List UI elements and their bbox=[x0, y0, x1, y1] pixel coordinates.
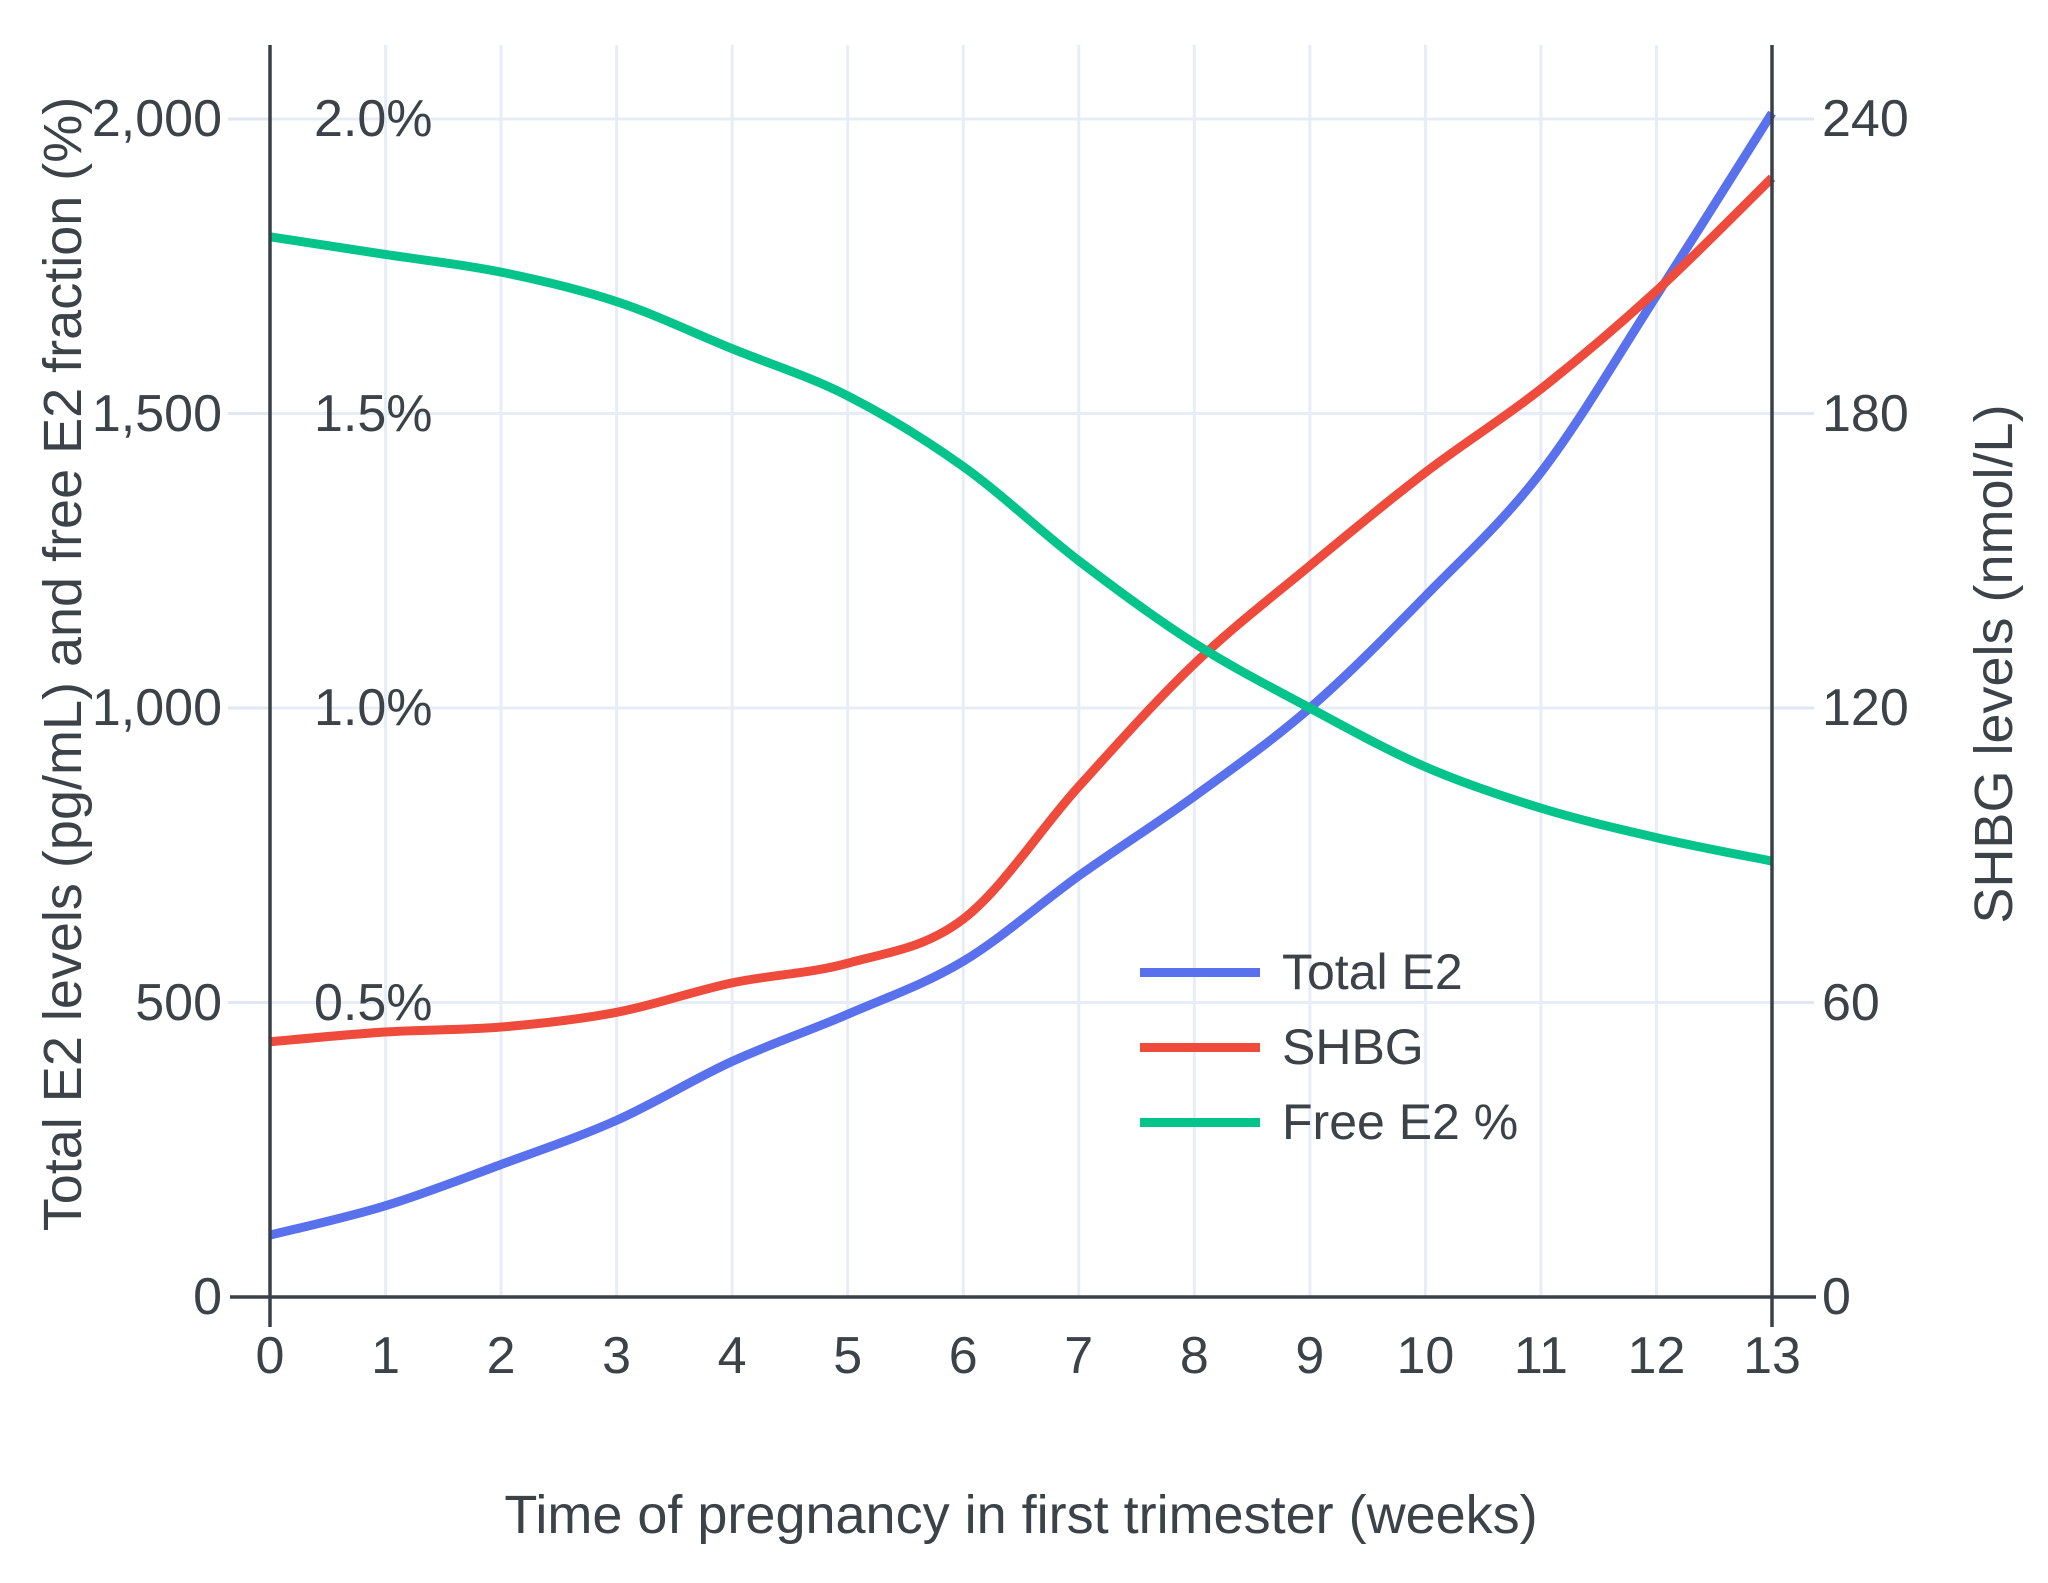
percent-tick-label: 2.0% bbox=[314, 90, 433, 148]
x-axis-tick-label: 5 bbox=[833, 1327, 863, 1385]
y-axis-left-title: Total E2 levels (pg/mL) and free E2 frac… bbox=[33, 96, 93, 1232]
legend-swatch-free-e2 bbox=[1140, 1117, 1260, 1127]
x-axis-tick-label: 6 bbox=[948, 1327, 978, 1385]
legend-swatch-shbg bbox=[1140, 1042, 1260, 1052]
legend-item-free-e2[interactable]: Free E2 % bbox=[1140, 1092, 1518, 1152]
x-axis-tick-label: 2 bbox=[486, 1327, 516, 1385]
x-axis-tick-label: 9 bbox=[1295, 1327, 1325, 1385]
y-axis-right-tick-label: 60 bbox=[1822, 973, 1880, 1032]
y-axis-left-tick-label: 500 bbox=[135, 973, 222, 1032]
legend: Total E2 SHBG Free E2 % bbox=[1140, 942, 1518, 1167]
legend-label-total-e2: Total E2 bbox=[1282, 944, 1463, 1000]
y-axis-right-tick-label: 0 bbox=[1822, 1268, 1851, 1326]
x-axis-title: Time of pregnancy in first trimester (we… bbox=[504, 1485, 1538, 1545]
x-axis-tick-label: 4 bbox=[717, 1327, 747, 1385]
series-line-shbg bbox=[269, 174, 1776, 1047]
legend-label-shbg: SHBG bbox=[1282, 1019, 1424, 1075]
series-line-total-e2 bbox=[268, 110, 1776, 1240]
legend-swatch-total-e2 bbox=[1140, 967, 1260, 977]
x-axis-tick-label: 11 bbox=[1513, 1327, 1568, 1385]
y-axis-left-tick-label: 0 bbox=[193, 1268, 222, 1326]
y-axis-left-tick-label: 2,000 bbox=[91, 90, 222, 148]
x-axis-tick-label: 8 bbox=[1179, 1327, 1209, 1385]
x-axis-tick-label: 0 bbox=[255, 1327, 285, 1385]
y-axis-right-title: SHBG levels (nmol/L) bbox=[1964, 404, 2024, 924]
x-axis-tick-label: 13 bbox=[1743, 1327, 1801, 1385]
y-axis-right-tick-label: 120 bbox=[1822, 679, 1909, 737]
legend-item-shbg[interactable]: SHBG bbox=[1140, 1017, 1518, 1077]
y-axis-left-tick-label: 1,000 bbox=[91, 679, 222, 737]
y-axis-left-tick-label: 1,500 bbox=[91, 384, 222, 443]
x-axis-tick-label: 3 bbox=[602, 1327, 632, 1385]
y-axis-right-tick-label: 240 bbox=[1822, 90, 1909, 148]
y-axis-right-tick-label: 180 bbox=[1822, 384, 1909, 443]
x-axis-tick-label: 12 bbox=[1627, 1327, 1686, 1385]
legend-label-free-e2: Free E2 % bbox=[1282, 1094, 1519, 1150]
series-line-free-e2 bbox=[269, 232, 1773, 866]
legend-item-total-e2[interactable]: Total E2 bbox=[1140, 942, 1518, 1002]
percent-tick-label: 0.5% bbox=[314, 973, 433, 1032]
x-axis-tick-label: 7 bbox=[1064, 1327, 1094, 1385]
x-axis-tick-label: 10 bbox=[1396, 1327, 1455, 1385]
percent-tick-label: 1.5% bbox=[314, 384, 433, 443]
percent-tick-label: 1.0% bbox=[314, 679, 433, 737]
x-axis-tick-label: 1 bbox=[371, 1327, 400, 1385]
